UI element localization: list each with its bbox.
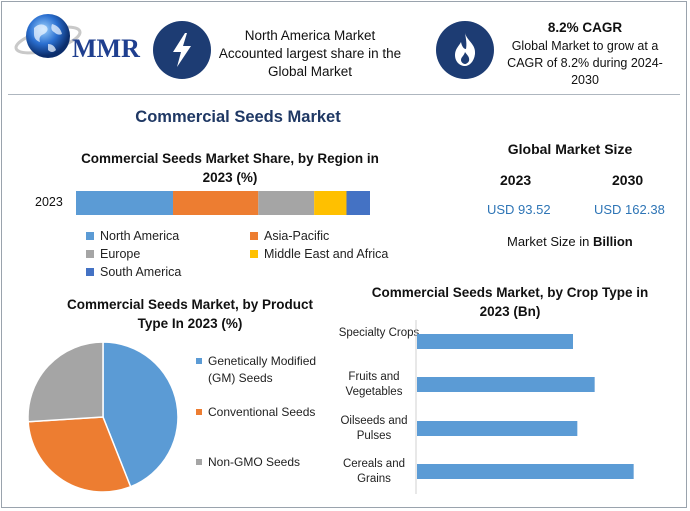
legend-item-gm-seeds: Genetically Modified (GM) Seeds <box>196 353 326 387</box>
region-bar-category-label: 2023 <box>35 195 63 209</box>
region-bar-segment-middle-east-and-africa <box>314 191 347 215</box>
region-stacked-bar <box>76 191 370 215</box>
lightning-icon-badge <box>153 21 211 79</box>
legend-item-south-america: South America <box>86 265 181 279</box>
legend-item-middle-east-africa: Middle East and Africa <box>250 247 388 261</box>
crop-category-label: Oilseeds and Pulses <box>340 415 408 442</box>
market-size-year-2030: 2030 <box>612 172 644 188</box>
product-chart-title: Commercial Seeds Market, by Product Type… <box>66 297 314 331</box>
legend-label: Middle East and Africa <box>264 247 389 261</box>
legend-item-conventional-seeds: Conventional Seeds <box>196 405 315 419</box>
crop-bar-oilseeds-and-pulses <box>417 421 578 436</box>
unit-note-bold: Billion <box>592 234 633 249</box>
legend-label: Conventional Seeds <box>208 405 316 419</box>
crop-bar-chart <box>415 320 634 494</box>
legend-swatch <box>86 232 94 240</box>
flame-icon-badge <box>436 21 494 79</box>
legend-label: North America <box>100 229 180 243</box>
legend-label: Genetically Modified (GM) Seeds <box>208 354 317 385</box>
legend-label: Asia-Pacific <box>264 229 330 243</box>
legend-swatch <box>86 250 94 258</box>
cagr-title: 8.2% CAGR <box>547 20 623 35</box>
legend-swatch <box>250 250 258 258</box>
crop-category-label: Specialty Crops <box>338 327 420 339</box>
market-size-year-2023: 2023 <box>500 172 532 188</box>
market-size-unit-note: Market Size in Billion <box>507 234 633 249</box>
market-size-title: Global Market Size <box>507 141 633 157</box>
region-chart-title: Commercial Seeds Market Share, by Region… <box>81 151 379 185</box>
globe-icon <box>14 14 82 58</box>
flame-icon <box>455 33 476 66</box>
region-bar-segment-south-america <box>346 191 370 215</box>
lightning-icon <box>173 33 191 67</box>
unit-note-prefix: Market Size in <box>507 234 593 249</box>
pie-slice-genetically-modified-gm-seeds <box>102 341 179 488</box>
page-title: Commercial Seeds Market <box>135 108 341 126</box>
crop-bar-fruits-and-vegetables <box>417 377 595 392</box>
market-size-value-2023: USD 93.52 <box>487 202 551 217</box>
crop-bar-specialty-crops <box>417 334 573 349</box>
legend-item-north-america: North America <box>86 229 179 243</box>
legend-swatch <box>196 459 202 465</box>
region-bar-segment-north-america <box>76 191 174 215</box>
legend-item-non-gmo-seeds: Non-GMO Seeds <box>196 455 300 469</box>
region-bar-segment-asia-pacific <box>173 191 259 215</box>
legend-item-europe: Europe <box>86 247 140 261</box>
legend-label: Non-GMO Seeds <box>208 455 301 469</box>
legend-swatch <box>250 232 258 240</box>
crop-category-label: Cereals and Grains <box>342 458 405 485</box>
north-america-callout: North America Market Accounted largest s… <box>218 28 402 79</box>
legend-label: South America <box>100 265 182 279</box>
product-pie-chart <box>27 341 179 493</box>
legend-swatch <box>86 268 94 276</box>
legend-swatch <box>196 358 202 364</box>
pie-slice-conventional-seeds <box>27 416 132 493</box>
region-bar-segment-europe <box>258 191 315 215</box>
crop-bar-cereals-and-grains <box>417 464 634 479</box>
pie-slice-non-gmo-seeds <box>27 341 104 423</box>
header-divider <box>8 94 680 95</box>
legend-item-asia-pacific: Asia-Pacific <box>250 229 329 243</box>
crop-category-label: Fruits and Vegetables <box>345 371 403 398</box>
market-size-value-2030: USD 162.38 <box>594 202 665 217</box>
crop-chart-title: Commercial Seeds Market, by Crop Type in… <box>371 285 649 319</box>
legend-label: Europe <box>100 247 141 261</box>
legend-swatch <box>196 409 202 415</box>
cagr-text: Global Market to grow at a CAGR of 8.2% … <box>507 39 663 87</box>
brand-logo-text: MMR <box>72 34 140 63</box>
